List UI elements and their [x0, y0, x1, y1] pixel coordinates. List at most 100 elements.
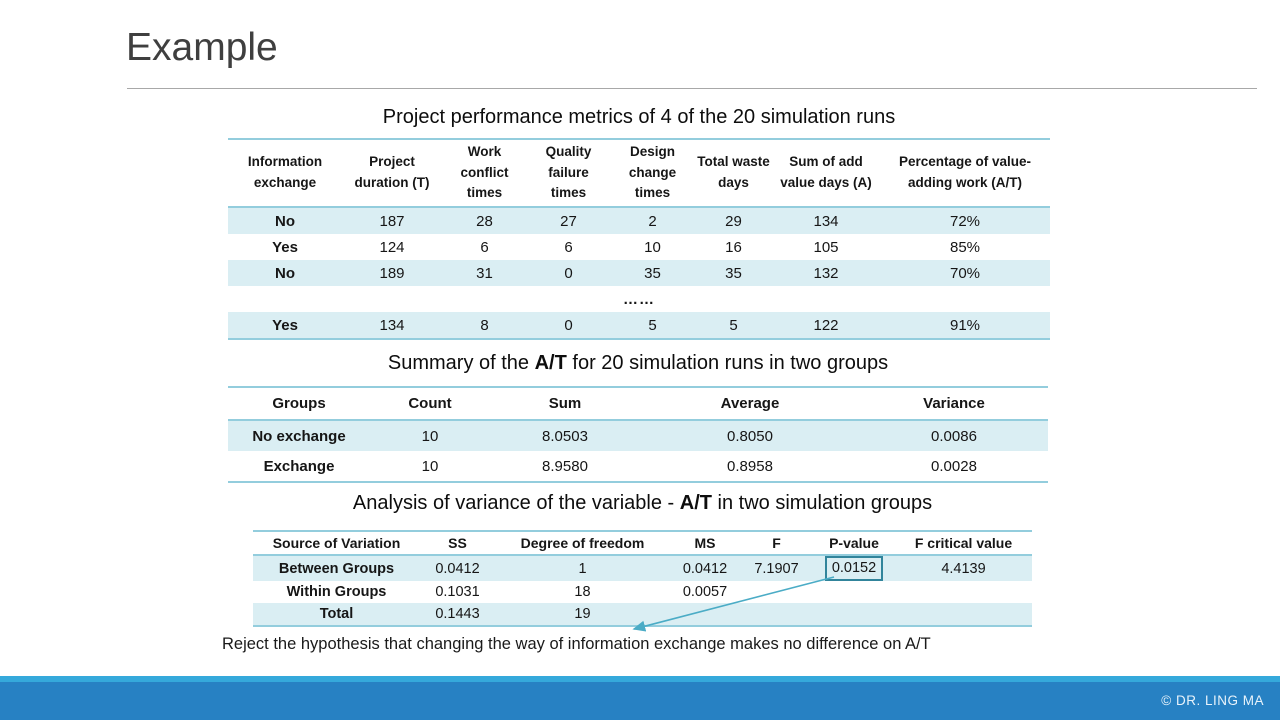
- row-label-cell: Yes: [272, 238, 298, 256]
- header-cell: F critical value: [895, 530, 1032, 556]
- summary-table: Groups Count Sum Average Variance No exc…: [228, 386, 1048, 483]
- cell: 0.0412: [682, 560, 728, 577]
- cell: 0.1443: [420, 603, 495, 627]
- cell: 105: [813, 238, 839, 256]
- cell: 5: [610, 312, 695, 340]
- cell: 0.0086: [931, 427, 977, 445]
- cell: 2: [648, 212, 657, 230]
- header-cell: Variance: [860, 386, 1048, 421]
- header-cell: SS: [420, 530, 495, 556]
- cell: 7.1907: [754, 560, 799, 577]
- cell: 0.0057: [682, 584, 728, 600]
- cell: 0.0412: [435, 560, 480, 577]
- table-row: No exchange 10 8.0503 0.8050 0.0086: [228, 420, 1048, 451]
- cell: 18: [574, 584, 591, 600]
- footer-copyright: © DR. LING MA: [1161, 693, 1264, 708]
- table-row: Yes 134 8 0 5 5 122 91%: [228, 312, 1050, 340]
- header-cell: Degree of freedom: [495, 530, 670, 556]
- row-label-cell: Within Groups: [286, 584, 387, 600]
- cell: [895, 581, 1032, 603]
- row-label-cell: Exchange: [228, 451, 370, 483]
- header-cell: Sum: [490, 386, 640, 421]
- ellipsis-row: ……: [228, 286, 1050, 312]
- header-cell: Percentage of value-adding work (A/T): [880, 138, 1050, 208]
- cell: 35: [644, 264, 661, 282]
- conclusion-note: Reject the hypothesis that changing the …: [222, 635, 931, 653]
- cell: 28: [476, 212, 493, 230]
- cell: 122: [772, 312, 880, 340]
- header-cell: Count: [370, 386, 490, 421]
- summary-title-suffix: for 20 simulation runs in two groups: [566, 352, 889, 374]
- header-cell: Sum of add value days (A): [772, 138, 880, 208]
- cell: 0: [564, 264, 573, 282]
- anova-title-suffix: in two simulation groups: [711, 492, 933, 514]
- header-cell: MS: [670, 530, 740, 556]
- table-row: Total 0.1443 19: [253, 603, 1032, 627]
- cell: 0.8050: [727, 427, 773, 445]
- table-row: No 187 28 27 2 29 134 72%: [228, 207, 1050, 234]
- anova-title-bold: A/T: [679, 492, 712, 514]
- cell: 29: [725, 212, 742, 230]
- header-cell: Total waste days: [695, 138, 772, 208]
- footer-accent-strip: [0, 676, 1280, 682]
- p-value-highlight-box: 0.0152: [824, 556, 884, 581]
- cell: 0.0028: [860, 451, 1048, 483]
- cell: 91%: [880, 312, 1050, 340]
- header-cell: Average: [640, 386, 860, 421]
- performance-table-title: Project performance metrics of 4 of the …: [382, 106, 896, 128]
- header-row: Groups Count Sum Average Variance: [228, 386, 1048, 421]
- cell: 85%: [949, 238, 981, 256]
- p-value-cell: 0.0152: [813, 555, 895, 581]
- header-cell: F: [740, 530, 813, 556]
- cell: 0.8958: [640, 451, 860, 483]
- table-row: No 189 31 0 35 35 132 70%: [228, 260, 1050, 286]
- cell: [813, 581, 895, 603]
- cell: 19: [495, 603, 670, 627]
- ellipsis-cell: ……: [623, 290, 655, 308]
- header-row: Source of Variation SS Degree of freedom…: [253, 530, 1032, 556]
- row-label-cell: Total: [253, 603, 420, 627]
- cell: 10: [370, 451, 490, 483]
- anova-table: Source of Variation SS Degree of freedom…: [253, 530, 1032, 627]
- cell: 8.0503: [542, 427, 588, 445]
- anova-table-title: Analysis of variance of the variable - A…: [253, 492, 1032, 515]
- row-label-cell: Between Groups: [278, 560, 395, 577]
- header-cell: Design change times: [610, 138, 695, 208]
- cell: 4.4139: [941, 560, 986, 577]
- slide-title: Example: [126, 26, 278, 69]
- cell: 8: [442, 312, 527, 340]
- cell: 16: [725, 238, 742, 256]
- cell: [895, 603, 1032, 627]
- cell: 10: [421, 427, 439, 445]
- summary-table-title: Summary of the A/T for 20 simulation run…: [228, 352, 1048, 375]
- table-row: Between Groups 0.0412 1 0.0412 7.1907 0.…: [253, 555, 1032, 581]
- header-cell: Quality failure times: [527, 138, 610, 208]
- cell: 189: [379, 264, 405, 282]
- cell: 72%: [949, 212, 981, 230]
- cell: 187: [379, 212, 405, 230]
- cell: 124: [379, 238, 405, 256]
- cell: [740, 603, 813, 627]
- header-cell: P-value: [813, 530, 895, 556]
- row-label-cell: Yes: [228, 312, 342, 340]
- cell: 5: [695, 312, 772, 340]
- table-row: Exchange 10 8.9580 0.8958 0.0028: [228, 451, 1048, 483]
- title-divider: [127, 88, 1257, 89]
- summary-title-bold: A/T: [534, 352, 567, 374]
- cell: 6: [564, 238, 573, 256]
- cell: 8.9580: [490, 451, 640, 483]
- cell: 6: [480, 238, 489, 256]
- cell: 0.1031: [435, 584, 480, 600]
- cell: [670, 603, 740, 627]
- cell: [740, 581, 813, 603]
- cell: 10: [644, 238, 661, 256]
- cell: 35: [725, 264, 742, 282]
- header-cell: Source of Variation: [253, 530, 420, 556]
- cell: 31: [476, 264, 493, 282]
- row-label-cell: No: [275, 212, 295, 230]
- cell: 27: [560, 212, 577, 230]
- performance-table: Information exchange Project duration (T…: [228, 138, 1050, 340]
- header-cell: Groups: [228, 386, 370, 421]
- header-row: Information exchange Project duration (T…: [228, 138, 1050, 208]
- row-label-cell: No: [275, 264, 295, 282]
